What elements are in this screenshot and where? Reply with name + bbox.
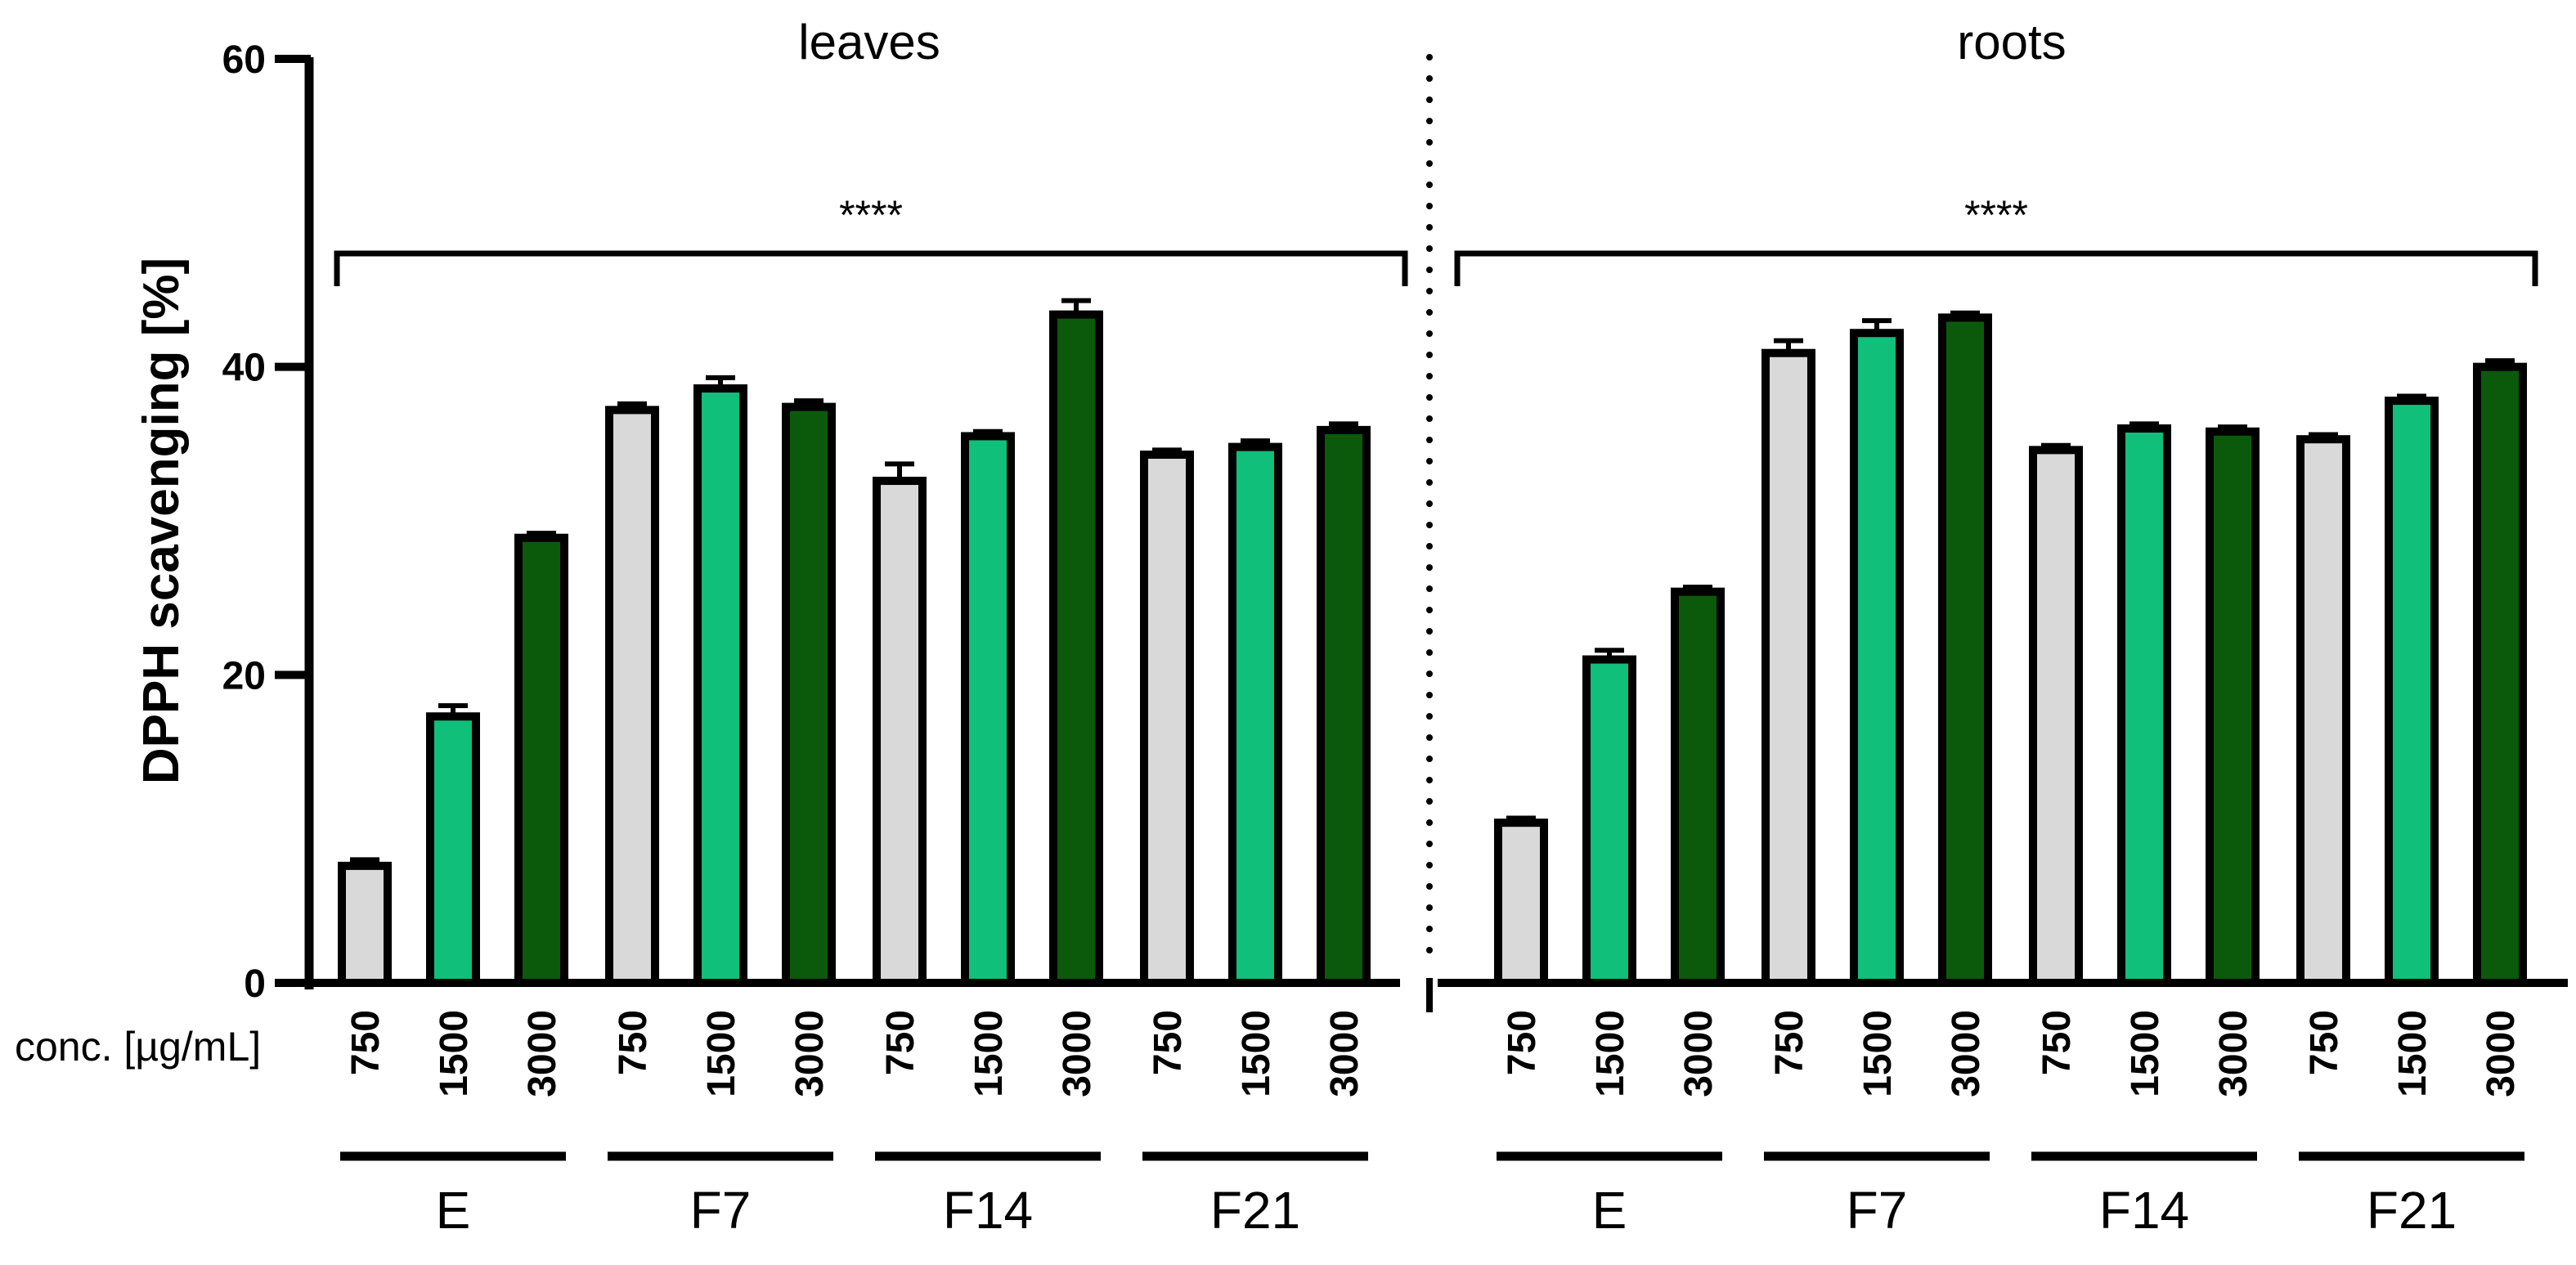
concentration-tick-label: 1500	[967, 1010, 1011, 1097]
group-label-E: E	[436, 1181, 471, 1240]
bar-roots-F14-3000	[2206, 427, 2260, 987]
x-row-label: conc. [µg/mL]	[15, 1024, 261, 1070]
bar-roots-F21-750	[2296, 435, 2350, 987]
concentration-tick-label: 750	[1768, 1010, 1811, 1075]
bar-leaves-F14-3000	[1049, 310, 1103, 987]
bar-leaves-F14-1500	[961, 432, 1015, 987]
bars-group	[338, 298, 2527, 988]
labels-group: 0 20 40 60 DPPH scavenging [%] conc. [µg/mL] l…	[15, 15, 2523, 1240]
bar-roots-F7-750	[1761, 348, 1815, 987]
group-label-F7: F7	[1847, 1181, 1908, 1240]
concentration-tick-label: 3000	[2480, 1010, 2523, 1097]
concentration-tick-label: 1500	[1589, 1010, 1632, 1097]
concentration-tick-label: 1500	[433, 1010, 476, 1097]
bar-roots-F14-750	[2029, 446, 2083, 987]
group-label-F14: F14	[943, 1181, 1033, 1240]
group-label-E: E	[1592, 1181, 1627, 1240]
group-label-F21: F21	[2367, 1181, 2457, 1240]
group-label-F14: F14	[2099, 1181, 2189, 1240]
group-label-F21: F21	[1210, 1181, 1300, 1240]
significance-label: ****	[839, 192, 903, 238]
significance-bracket	[1454, 250, 2538, 286]
bar-roots-F21-1500	[2385, 397, 2439, 988]
bar-leaves-E-1500	[426, 712, 480, 988]
panel-title-roots: roots	[1957, 15, 2066, 70]
bar-leaves-E-750	[338, 861, 392, 988]
significance-bracket	[334, 250, 1408, 286]
concentration-tick-label: 1500	[2124, 1010, 2167, 1097]
bar-roots-F7-3000	[1938, 313, 1992, 987]
concentration-tick-label: 750	[879, 1010, 922, 1075]
concentration-tick-label: 750	[1147, 1010, 1190, 1075]
group-label-F7: F7	[690, 1181, 752, 1240]
bar-roots-E-3000	[1671, 587, 1725, 988]
concentration-tick-label: 3000	[521, 1010, 564, 1097]
concentration-tick-label: 3000	[2212, 1010, 2255, 1097]
y-tick-label: 40	[222, 347, 266, 390]
concentration-tick-label: 750	[2035, 1010, 2079, 1075]
panel-title-leaves: leaves	[798, 15, 940, 70]
concentration-tick-label: 3000	[1945, 1010, 1988, 1097]
bar-roots-F7-1500	[1850, 329, 1904, 987]
bar-roots-E-1500	[1582, 655, 1636, 987]
y-tick-label: 20	[222, 654, 266, 698]
bar-leaves-F7-1500	[693, 384, 747, 987]
bar-leaves-E-3000	[514, 533, 568, 987]
concentration-tick-label: 3000	[1056, 1010, 1099, 1097]
significance-label: ****	[1964, 192, 2028, 238]
bar-leaves-F21-3000	[1317, 425, 1371, 987]
y-tick-label: 60	[222, 38, 266, 82]
concentration-tick-label: 1500	[1235, 1010, 1278, 1097]
bar-leaves-F7-750	[605, 406, 659, 987]
bar-roots-F21-3000	[2473, 362, 2527, 987]
y-tick-label: 0	[244, 962, 266, 1006]
bar-leaves-F7-3000	[782, 402, 836, 987]
concentration-tick-label: 1500	[700, 1010, 743, 1097]
bar-roots-E-750	[1494, 819, 1548, 988]
bar-leaves-F21-750	[1140, 451, 1194, 987]
concentration-tick-label: 1500	[1856, 1010, 1900, 1097]
bar-leaves-F21-1500	[1228, 442, 1282, 987]
y-axis-label: DPPH scavenging [%]	[133, 258, 190, 784]
concentration-tick-label: 750	[344, 1010, 388, 1075]
concentration-tick-label: 3000	[788, 1010, 832, 1097]
concentration-tick-label: 750	[2303, 1010, 2346, 1075]
concentration-tick-label: 750	[612, 1010, 655, 1075]
concentration-tick-label: 3000	[1323, 1010, 1367, 1097]
bar-roots-F14-1500	[2117, 424, 2171, 987]
bar-leaves-F14-750	[873, 477, 927, 987]
concentration-tick-label: 1500	[2391, 1010, 2435, 1097]
concentration-tick-label: 750	[1501, 1010, 1544, 1075]
concentration-tick-label: 3000	[1677, 1010, 1721, 1097]
